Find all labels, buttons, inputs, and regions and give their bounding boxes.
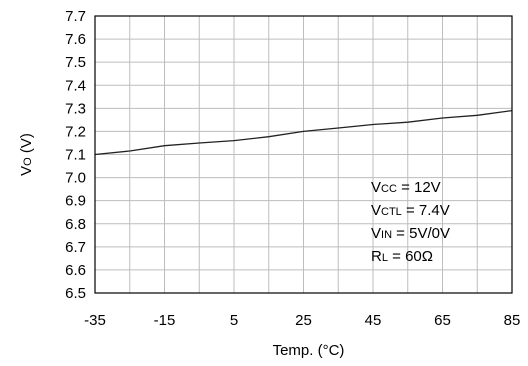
condition-annotation: VCTL = 7.4V: [371, 202, 450, 219]
y-axis-label-main: V: [18, 166, 35, 176]
plot-border: [94, 15, 513, 294]
y-tick-label: 6.9: [65, 193, 86, 210]
grid-lines: [95, 16, 512, 293]
series-line: [94, 109, 513, 156]
y-tick-label: 7.5: [65, 54, 86, 71]
y-tick-label: 7.0: [65, 170, 86, 187]
y-tick-label: 6.6: [65, 262, 86, 279]
y-tick-label: 7.7: [65, 8, 86, 25]
x-tick-label: 45: [365, 312, 382, 329]
x-tick-label: -35: [84, 312, 106, 329]
x-axis-label: Temp. (°C): [273, 342, 345, 359]
x-tick-label: 85: [504, 312, 521, 329]
x-tick-label: 25: [295, 312, 312, 329]
y-tick-label: 7.4: [65, 77, 86, 94]
y-tick-label: 7.1: [65, 147, 86, 164]
y-tick-label: 7.6: [65, 31, 86, 48]
x-tick-label: 5: [230, 312, 238, 329]
y-tick-label: 7.3: [65, 100, 86, 117]
condition-annotations: VCC = 12V VCTL = 7.4V VIN = 5V/0V RL = 60Ω: [371, 179, 450, 265]
condition-annotation: VCC = 12V: [371, 179, 441, 196]
condition-annotation: RL = 60Ω: [371, 248, 433, 265]
series-lines: [94, 109, 513, 156]
x-tick-labels: -35 -15 5 25 45 65 85: [84, 312, 520, 329]
y-tick-labels: 6.5 6.6 6.7 6.8 6.9 7.0 7.1 7.2 7.3 7.4 7.5 7.6 7.7: [65, 8, 86, 302]
y-axis-label-sub: O: [22, 157, 34, 166]
condition-annotation: VIN = 5V/0V: [371, 225, 450, 242]
y-axis-label-rest: (V): [18, 133, 35, 157]
y-tick-label: 6.5: [65, 285, 86, 302]
y-tick-label: 6.7: [65, 239, 86, 256]
y-tick-label: 7.2: [65, 123, 86, 140]
x-tick-label: 65: [434, 312, 451, 329]
y-tick-label: 6.8: [65, 216, 86, 233]
plot-frame: [94, 15, 513, 294]
x-tick-label: -15: [154, 312, 176, 329]
y-axis-label: VO (V): [18, 133, 35, 176]
